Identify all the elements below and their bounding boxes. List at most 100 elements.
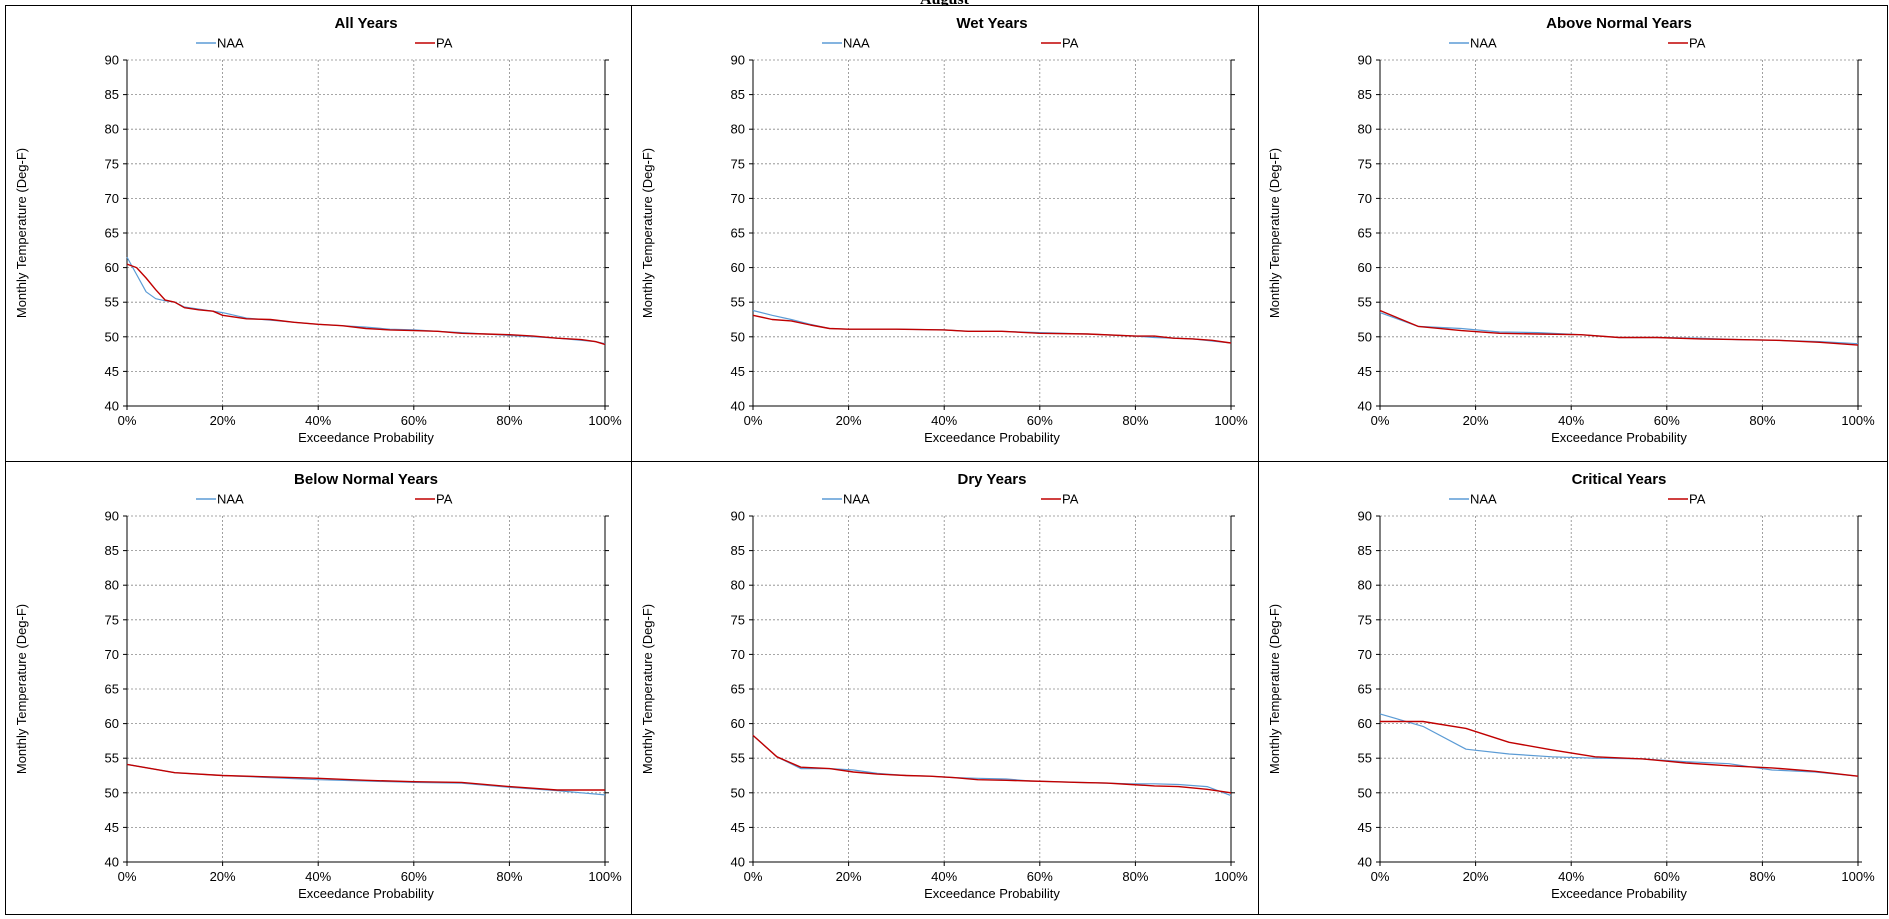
series-line-naa [752,309,1232,344]
y-tick-label: 85 [105,87,119,102]
chart-svg: Above Normal Years 40 45 50 55 60 65 70 75 80 85 90… [1267,15,1875,445]
series-line-pa [1379,309,1859,346]
x-tick-label: 100% [1214,869,1248,884]
y-tick-label: 40 [1358,399,1372,414]
y-tick-label: 50 [731,329,745,344]
y-tick-label: 75 [1358,612,1372,627]
y-tick-label: 80 [105,122,119,137]
x-axis-label: Exceedance Probability [924,886,1060,901]
legend-label-pa: PA [1062,492,1079,507]
y-tick-label: 85 [1358,87,1372,102]
y-axis-label: Monthly Temperature (Deg-F) [14,604,29,774]
x-tick-label: 80% [496,869,522,884]
y-tick-label: 75 [1358,156,1372,171]
series-line-pa [1380,720,1859,777]
y-tick-label: 85 [731,543,745,558]
y-tick-label: 70 [105,191,119,206]
chart-title: Dry Years [958,471,1027,488]
x-tick-label: 20% [210,413,236,428]
y-tick-label: 65 [731,226,745,241]
x-tick-label: 0% [118,413,137,428]
y-tick-label: 80 [1358,578,1372,593]
x-tick-label: 40% [1558,869,1584,884]
y-tick-label: 75 [105,612,119,627]
y-axis-label: Monthly Temperature (Deg-F) [1267,604,1282,774]
x-tick-label: 60% [401,869,427,884]
y-tick-label: 75 [105,156,119,171]
x-tick-label: 100% [588,413,622,428]
y-tick-label: 45 [1358,364,1372,379]
y-tick-label: 60 [1358,716,1372,731]
y-tick-label: 90 [731,509,745,524]
x-tick-label: 20% [836,413,862,428]
x-axis-label: Exceedance Probability [1551,430,1687,445]
y-tick-label: 65 [1358,682,1372,697]
x-tick-label: 40% [931,869,957,884]
y-tick-label: 70 [731,647,745,662]
y-tick-label: 55 [731,295,745,310]
x-tick-label: 100% [1214,413,1248,428]
y-tick-label: 55 [105,295,119,310]
y-axis-label: Monthly Temperature (Deg-F) [1267,148,1282,318]
y-tick-label: 50 [105,329,119,344]
y-tick-label: 60 [105,716,119,731]
series-line-pa [126,263,606,346]
legend-label-pa: PA [436,36,453,51]
chart-panel: Dry Years 40 45 50 55 60 65 70 75 80 85 90 0% 20% 40% 6… [631,461,1259,915]
y-tick-label: 80 [105,578,119,593]
legend-label-naa: NAA [843,492,870,507]
y-tick-label: 40 [731,855,745,870]
y-tick-label: 55 [105,751,119,766]
y-tick-label: 40 [1358,855,1372,870]
chart-panel: Critical Years 40 45 50 55 60 65 70 75 80 85 90 0% 20… [1258,461,1888,915]
y-tick-label: 70 [1358,647,1372,662]
y-tick-label: 60 [1358,260,1372,275]
y-tick-label: 50 [731,785,745,800]
y-tick-label: 45 [105,364,119,379]
x-tick-label: 100% [1841,869,1875,884]
y-tick-label: 45 [731,820,745,835]
chart-panel: All Years 40 45 50 55 60 65 70 75 80 85 90 0% 20% 40% 6… [5,5,632,462]
y-tick-label: 80 [1358,122,1372,137]
chart-svg: Dry Years 40 45 50 55 60 65 70 75 80 85 90 0% 20% 40% 6… [640,471,1248,901]
x-tick-label: 0% [744,869,763,884]
y-tick-label: 40 [731,399,745,414]
x-tick-label: 40% [931,413,957,428]
chart-panel: Above Normal Years 40 45 50 55 60 65 70 75 80 85 90… [1258,5,1888,462]
y-tick-label: 75 [731,612,745,627]
y-tick-label: 70 [1358,191,1372,206]
series-line-pa [752,734,1232,794]
x-tick-label: 0% [1371,869,1390,884]
x-tick-label: 40% [305,869,331,884]
y-axis-label: Monthly Temperature (Deg-F) [640,148,655,318]
y-tick-label: 90 [1358,509,1372,524]
y-axis-label: Monthly Temperature (Deg-F) [14,148,29,318]
y-tick-label: 80 [731,122,745,137]
series-line-pa [126,763,605,791]
x-tick-label: 20% [1463,869,1489,884]
y-tick-label: 90 [731,53,745,68]
x-tick-label: 60% [1027,413,1053,428]
y-axis-label: Monthly Temperature (Deg-F) [640,604,655,774]
x-tick-label: 80% [1749,413,1775,428]
x-axis-label: Exceedance Probability [298,886,434,901]
y-tick-label: 80 [731,578,745,593]
x-tick-label: 0% [1371,413,1390,428]
chart-svg: Below Normal Years 40 45 50 55 60 65 70 75 80 85 90… [14,471,622,901]
series-line-naa [126,256,606,345]
x-tick-label: 80% [1122,413,1148,428]
legend-label-naa: NAA [843,36,870,51]
y-tick-label: 60 [731,716,745,731]
y-tick-label: 55 [1358,295,1372,310]
legend-label-naa: NAA [1470,492,1497,507]
chart-svg: Critical Years 40 45 50 55 60 65 70 75 80 85 90 0% 20… [1267,471,1875,901]
y-tick-label: 65 [105,226,119,241]
series-line-pa [752,314,1232,344]
y-tick-label: 55 [1358,751,1372,766]
chart-svg: All Years 40 45 50 55 60 65 70 75 80 85 90 0% 20% 40% 6… [14,15,622,445]
y-tick-label: 85 [731,87,745,102]
x-tick-label: 20% [1463,413,1489,428]
y-tick-label: 45 [1358,820,1372,835]
x-tick-label: 80% [1749,869,1775,884]
x-tick-label: 20% [210,869,236,884]
